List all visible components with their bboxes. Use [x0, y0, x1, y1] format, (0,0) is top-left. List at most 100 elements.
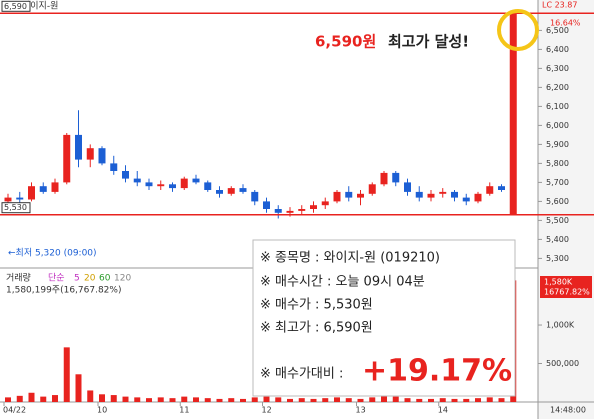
- volume-bar: [204, 398, 211, 402]
- volume-bar: [275, 397, 282, 402]
- volume-bar: [63, 347, 70, 402]
- legend: 120: [114, 274, 131, 284]
- y-tick-label: 5,400: [546, 235, 569, 244]
- candle-body: [298, 209, 306, 211]
- ref-label: 5,530: [4, 203, 27, 212]
- volume-bar: [146, 398, 152, 402]
- volume-bar: [181, 396, 188, 402]
- volume-bar: [486, 397, 493, 402]
- time: 14:48:00: [550, 406, 586, 415]
- last-tag: [540, 276, 592, 298]
- candle-body: [192, 178, 200, 183]
- info-box: [252, 239, 516, 397]
- legend: 5: [74, 274, 80, 284]
- volume-bar: [87, 390, 94, 402]
- y-tick-label: 500,000: [546, 359, 579, 368]
- candle-body: [169, 184, 176, 189]
- volume-bar: [240, 398, 246, 402]
- candle-body: [63, 134, 71, 183]
- candle-body: [180, 178, 188, 189]
- volume-bar: [169, 398, 176, 402]
- last-pct: 16767.82%: [544, 288, 590, 297]
- y-tick-label: 1,000K: [546, 321, 575, 330]
- highlight-circle: [497, 9, 539, 51]
- x-tick-label: 10: [97, 406, 107, 415]
- volume-bar: [193, 397, 199, 402]
- candle-body: [498, 186, 505, 190]
- candle-body: [204, 182, 212, 190]
- volume-bar: [28, 392, 35, 402]
- legend: 20: [84, 274, 96, 284]
- candle-body: [333, 191, 341, 202]
- candle-body: [415, 191, 423, 198]
- volume-bar: [16, 395, 23, 402]
- headline-price: 6,590원: [315, 33, 376, 51]
- candle-body: [357, 193, 364, 198]
- y-tick-label: 5,600: [546, 197, 569, 206]
- candle-body: [133, 178, 141, 183]
- candle-body: [274, 209, 282, 213]
- candle-body: [404, 182, 411, 192]
- info-line: ※ 매수가대비 :: [260, 367, 343, 382]
- y-tick-label: 6,100: [546, 102, 569, 111]
- candle-body: [75, 134, 82, 160]
- x-tick-label: 11: [179, 406, 189, 415]
- y-tick-label: 6,000: [546, 121, 569, 130]
- volume-bar: [498, 398, 505, 402]
- stock-name: 와이지-원: [22, 0, 58, 12]
- candle-body: [321, 201, 329, 206]
- y-tick-label: 6,300: [546, 64, 569, 73]
- volume-bar: [99, 394, 105, 402]
- volume-bar: [369, 397, 376, 402]
- volume-bar: [463, 398, 470, 402]
- volume-bar: [451, 398, 458, 402]
- candle-body: [345, 191, 353, 198]
- candle-body: [227, 188, 235, 194]
- ref-label: 6,590: [4, 2, 27, 11]
- x-tick-label: 12: [262, 406, 272, 415]
- candle-body: [110, 163, 118, 171]
- candle-body: [216, 190, 223, 194]
- volume-bar: [251, 397, 258, 402]
- headline-text: 최고가 달성!: [388, 33, 469, 51]
- info-line: ※ 최고가 : 6,590원: [260, 321, 373, 336]
- volume-bar: [322, 398, 329, 402]
- candle-body: [286, 210, 294, 213]
- volume-bar: [228, 398, 235, 402]
- x-tick-label: 04/22: [3, 406, 26, 415]
- candle-body: [474, 193, 482, 202]
- volume-bar: [439, 398, 446, 402]
- low-note: ←최저 5,320 (09:00): [8, 248, 97, 259]
- y-tick-label: 5,500: [546, 216, 569, 225]
- candle-body: [28, 186, 35, 200]
- y-tick-label: 6,500: [546, 26, 569, 35]
- x-tick-label: 14: [438, 406, 448, 415]
- volume-bar: [52, 395, 58, 402]
- candle-body: [392, 172, 400, 183]
- candle-body: [122, 171, 129, 179]
- y-tick-label: 5,800: [546, 159, 569, 168]
- info-line: ※ 종목명 : 와이지-원 (019210): [260, 251, 440, 266]
- info-line: ※ 매수시간 : 오늘 09시 04분: [260, 275, 425, 290]
- legend: 60: [99, 274, 111, 284]
- candle-body: [239, 188, 247, 192]
- volume-bar: [345, 398, 352, 402]
- volume-summary: 1,580,199주(16,767.82%): [6, 285, 121, 296]
- top-right: LC 23.87: [542, 1, 578, 10]
- y-tick-label: 6,200: [546, 83, 569, 92]
- candle-body: [145, 182, 153, 187]
- candle-body: [451, 191, 458, 198]
- candle-body: [16, 197, 24, 200]
- last-label: 1,580K: [544, 278, 573, 287]
- volume-bar: [134, 397, 141, 402]
- candle-body: [251, 191, 259, 202]
- y-tick-label: 6,400: [546, 45, 569, 54]
- volume-bar: [110, 395, 117, 402]
- volume-bar: [475, 398, 481, 402]
- candle-body: [427, 193, 435, 198]
- info-line: ※ 매수가 : 5,530원: [260, 298, 373, 313]
- top-right: 16.64%: [550, 19, 581, 28]
- y-tick-label: 5,700: [546, 178, 569, 187]
- candle-body: [157, 184, 165, 187]
